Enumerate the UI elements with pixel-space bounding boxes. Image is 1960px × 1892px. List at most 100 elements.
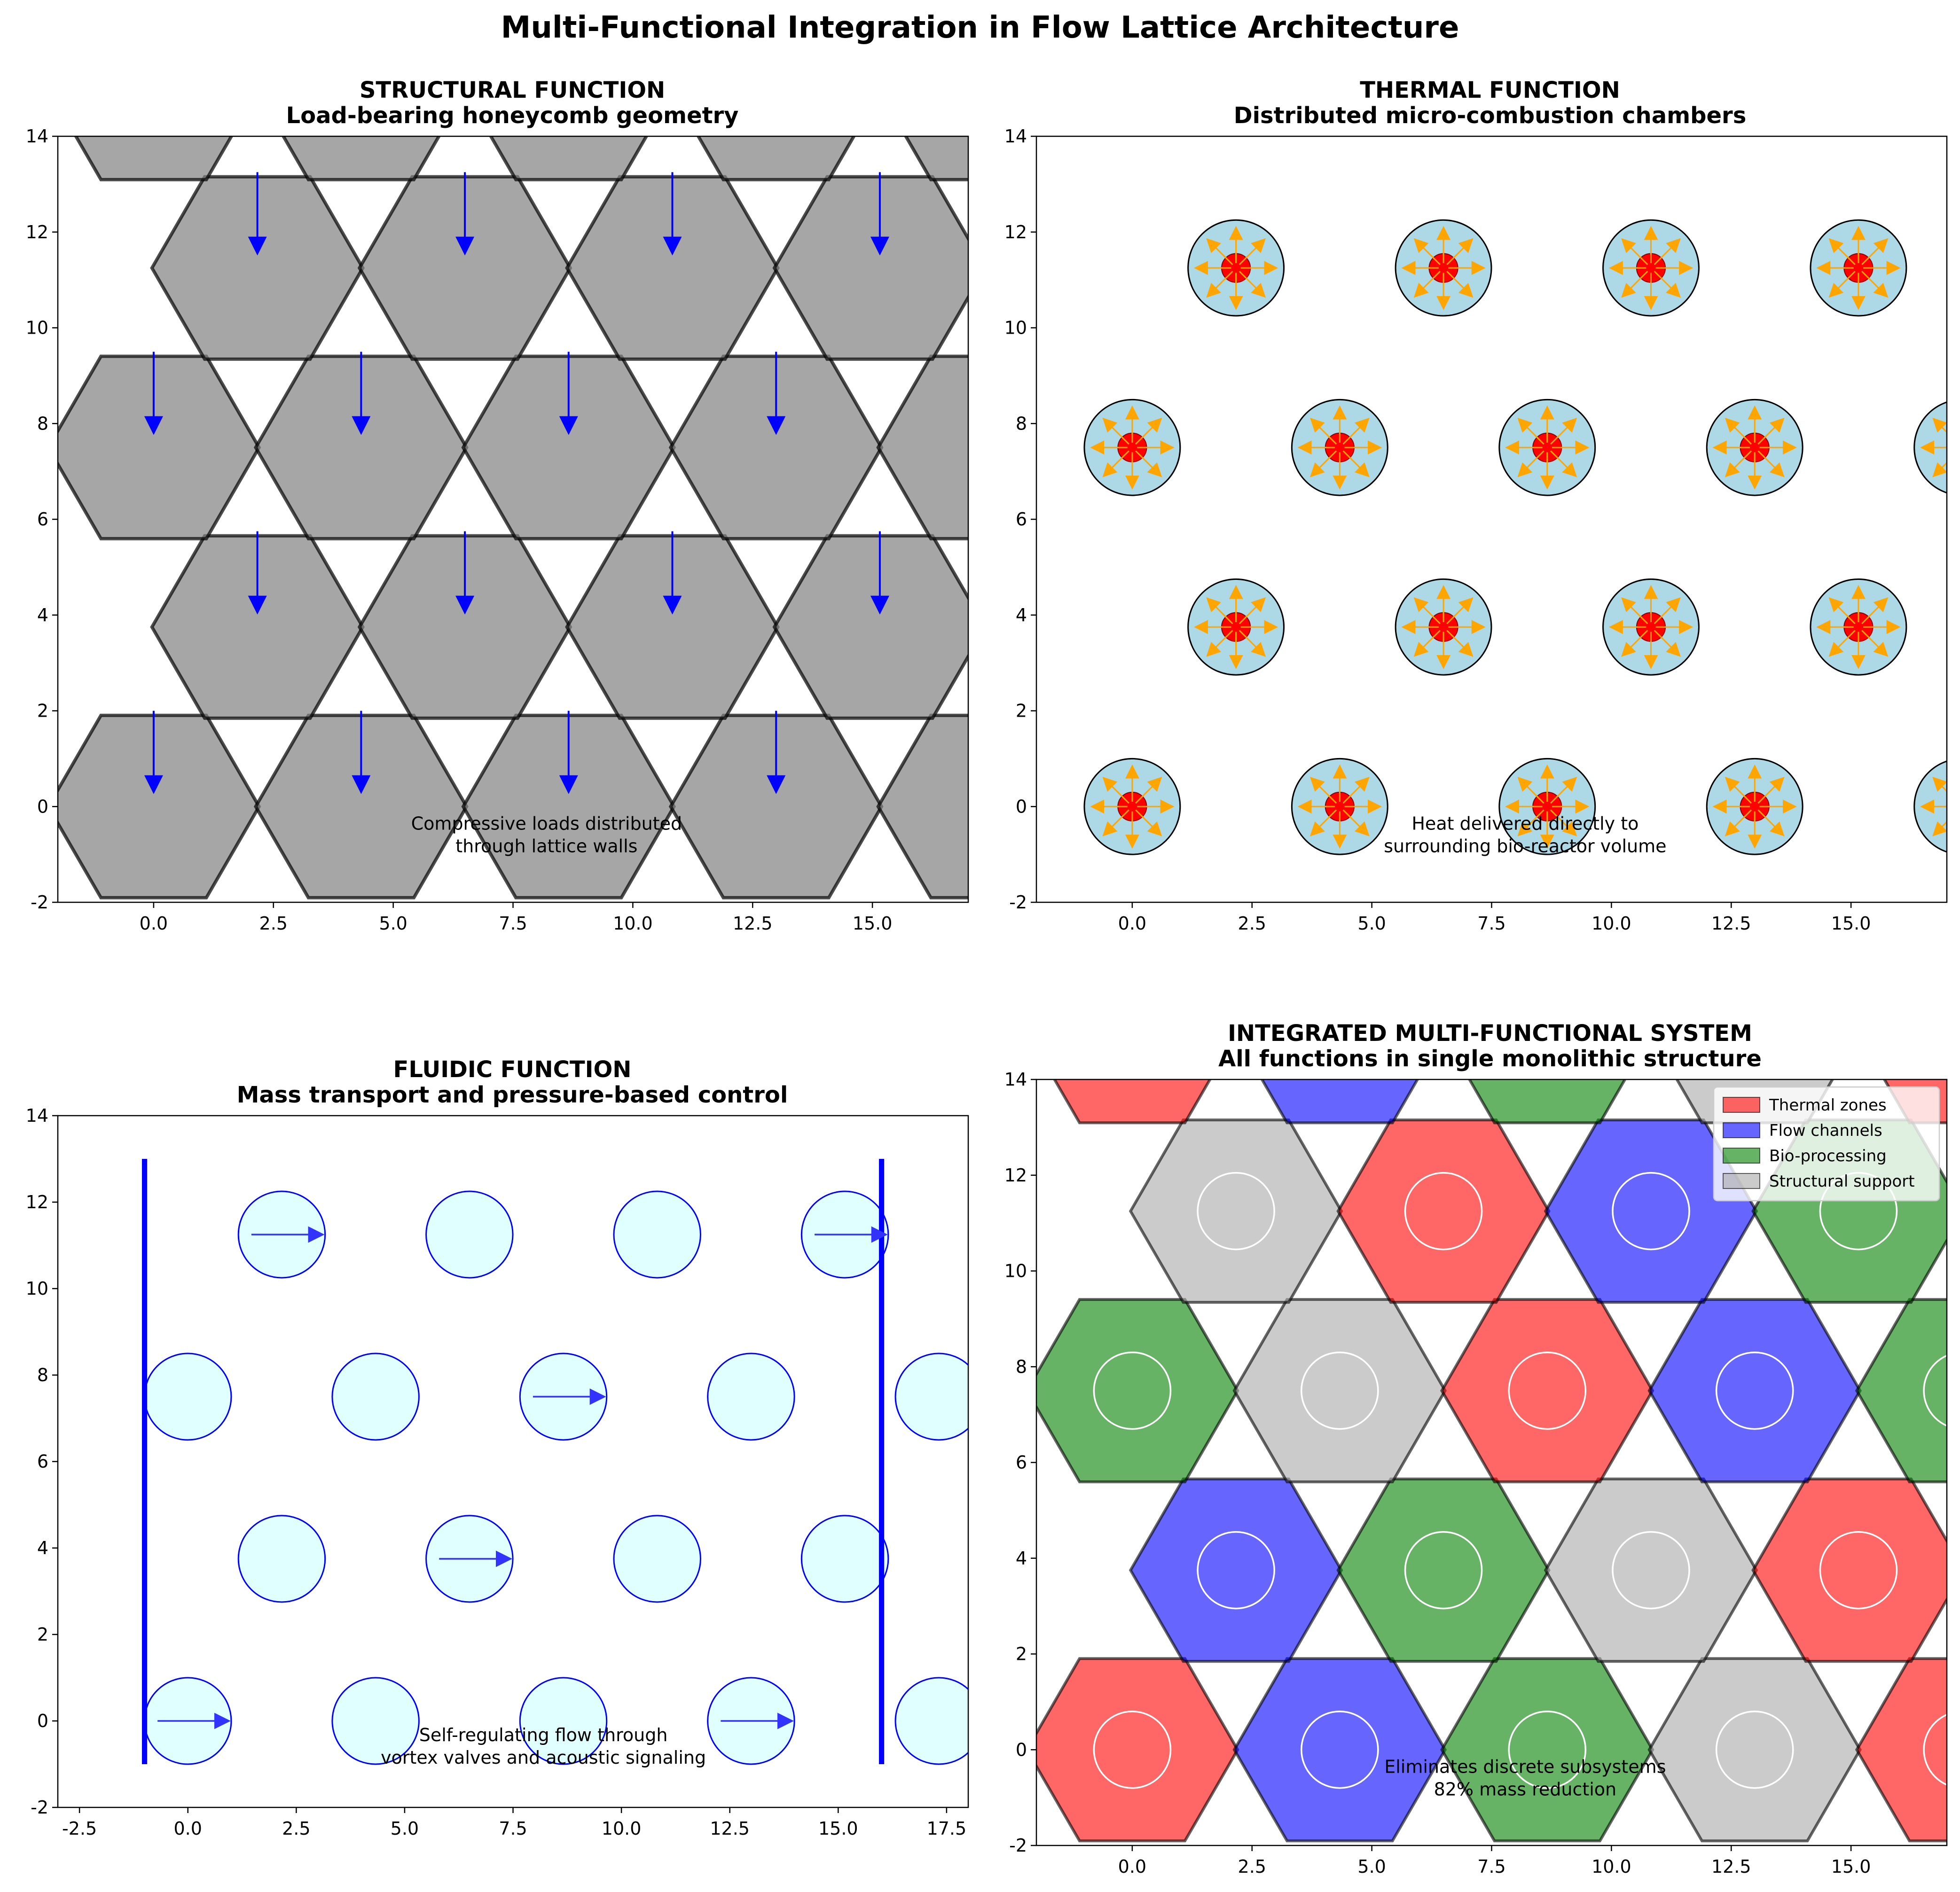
heat-ray bbox=[1725, 776, 1752, 804]
flow-channel bbox=[613, 1190, 701, 1279]
heat-ray bbox=[1342, 809, 1370, 837]
heat-ray bbox=[1517, 776, 1544, 804]
core-ring bbox=[1301, 1351, 1379, 1430]
structural-support-cell bbox=[1647, 1657, 1862, 1843]
heat-ray bbox=[1446, 630, 1474, 657]
x-tick-label: 12.5 bbox=[733, 913, 773, 934]
legend-swatch bbox=[1723, 1122, 1760, 1138]
honeycomb-cell bbox=[489, 136, 649, 181]
thermal-zone-cell bbox=[1036, 1657, 1239, 1843]
annotation-line-2: through lattice walls bbox=[455, 836, 637, 856]
core-ring bbox=[1093, 1351, 1172, 1430]
heat-ray bbox=[1725, 809, 1752, 837]
y-tick-label: 2 bbox=[37, 701, 48, 721]
y-tick-label: 14 bbox=[1004, 126, 1027, 147]
heat-ray bbox=[1446, 271, 1474, 298]
y-tick-label: 0 bbox=[37, 796, 48, 817]
panel-title-integrated: INTEGRATED MULTI-FUNCTIONAL SYSTEM bbox=[1228, 1020, 1752, 1047]
heat-ray bbox=[1517, 450, 1544, 477]
core-ring bbox=[1093, 1711, 1172, 1789]
x-tick-label: 15.0 bbox=[818, 1818, 858, 1839]
panel-title-fluidic: FLUIDIC FUNCTION bbox=[393, 1056, 632, 1083]
legend-swatch bbox=[1723, 1148, 1760, 1164]
core-ring bbox=[1197, 1172, 1275, 1251]
y-tick-label: -2 bbox=[1009, 892, 1027, 913]
y-tick-label: 10 bbox=[1004, 1261, 1027, 1282]
flow-channel bbox=[237, 1515, 326, 1603]
figure-title: Multi-Functional Integration in Flow Lat… bbox=[501, 10, 1459, 45]
heat-ray bbox=[1621, 597, 1648, 625]
y-tick-label: 0 bbox=[1016, 796, 1027, 817]
legend-label: Bio-processing bbox=[1769, 1147, 1887, 1165]
x-tick-label: 10.0 bbox=[613, 913, 653, 934]
x-tick-label: 2.5 bbox=[282, 1818, 310, 1839]
heat-ray bbox=[1446, 238, 1474, 266]
heat-ray bbox=[1239, 238, 1266, 266]
heat-ray bbox=[1757, 776, 1785, 804]
core-ring bbox=[1508, 1351, 1587, 1430]
heat-ray bbox=[1309, 450, 1337, 477]
legend-label: Structural support bbox=[1769, 1172, 1915, 1191]
bio-processing-cell bbox=[1855, 1298, 1947, 1484]
heat-ray bbox=[1102, 450, 1129, 477]
x-tick-label: 7.5 bbox=[499, 913, 527, 934]
y-tick-label: 14 bbox=[26, 1105, 48, 1126]
panel-title-structural: STRUCTURAL FUNCTION bbox=[360, 77, 665, 103]
flow-channel bbox=[331, 1353, 420, 1441]
flow-channel bbox=[613, 1515, 701, 1603]
panel-integrated: INTEGRATED MULTI-FUNCTIONAL SYSTEM All f… bbox=[1004, 993, 1948, 1877]
heat-ray bbox=[1135, 776, 1162, 804]
flow-channel bbox=[519, 1677, 608, 1765]
heat-ray bbox=[1654, 271, 1681, 298]
heat-ray bbox=[1342, 417, 1370, 445]
heat-ray bbox=[1413, 630, 1441, 657]
x-tick-label: 0.0 bbox=[173, 1818, 202, 1839]
heat-ray bbox=[1342, 450, 1370, 477]
axes-thermal: 0.0 2.5 5.0 7.5 10.0 12.5 15.0 -2 0 2 4 6 8 10 12 14 bbox=[1004, 126, 1948, 934]
y-tick-label: 6 bbox=[1016, 509, 1027, 530]
heat-ray bbox=[1757, 417, 1785, 445]
annotation-line-1: Heat delivered directly to bbox=[1411, 813, 1639, 834]
core-ring bbox=[1094, 993, 1170, 1070]
flow-channel bbox=[707, 1353, 795, 1441]
core-ring bbox=[1819, 1531, 1898, 1610]
annotation-line-2: 82% mass reduction bbox=[1434, 1779, 1617, 1799]
y-tick-label: 6 bbox=[37, 509, 48, 530]
x-tick-label: 5.0 bbox=[379, 913, 407, 934]
annotation-line-2: vortex valves and acoustic signaling bbox=[381, 1747, 706, 1768]
y-tick-label: -2 bbox=[1009, 1835, 1027, 1856]
flow-channel bbox=[143, 1353, 232, 1441]
annotation-line-2: surrounding bio-reactor volume bbox=[1384, 836, 1666, 856]
bio-processing-cell bbox=[1440, 1657, 1654, 1843]
flow-channel bbox=[331, 1677, 420, 1765]
heat-ray bbox=[1621, 238, 1648, 266]
structural-support-cell bbox=[1544, 1478, 1758, 1663]
heat-ray bbox=[1550, 809, 1577, 837]
x-tick-label: 5.0 bbox=[391, 1818, 419, 1839]
y-tick-label: 10 bbox=[1004, 318, 1027, 338]
y-tick-label: 10 bbox=[26, 1278, 48, 1299]
core-ring bbox=[1715, 1351, 1794, 1430]
core-ring bbox=[1197, 1531, 1275, 1610]
y-tick-label: 2 bbox=[1016, 1644, 1027, 1665]
heat-ray bbox=[1654, 238, 1681, 266]
heat-ray bbox=[1550, 417, 1577, 445]
y-tick-label: 2 bbox=[1016, 701, 1027, 721]
heat-ray bbox=[1102, 417, 1129, 445]
flow-channel-cell bbox=[1647, 1298, 1862, 1484]
heat-ray bbox=[1861, 238, 1889, 266]
core-ring bbox=[1715, 1711, 1794, 1789]
legend: Thermal zones Flow channels Bio-processing… bbox=[1713, 1086, 1940, 1202]
heat-ray bbox=[1861, 630, 1889, 657]
heat-ray bbox=[1413, 271, 1441, 298]
honeycomb-cell bbox=[982, 536, 1193, 718]
axes-structural: 0.0 2.5 5.0 7.5 10.0 12.5 15.0 -2 0 2 4 6 8 10 12 14 bbox=[26, 126, 969, 934]
core-ring bbox=[1612, 1172, 1690, 1251]
y-tick-label: 2 bbox=[37, 1624, 48, 1645]
x-tick-label: 12.5 bbox=[710, 1818, 750, 1839]
heat-ray bbox=[1135, 809, 1162, 837]
heat-ray bbox=[1309, 417, 1337, 445]
heat-ray bbox=[1102, 809, 1129, 837]
x-tick-label: -2.5 bbox=[62, 1818, 97, 1839]
